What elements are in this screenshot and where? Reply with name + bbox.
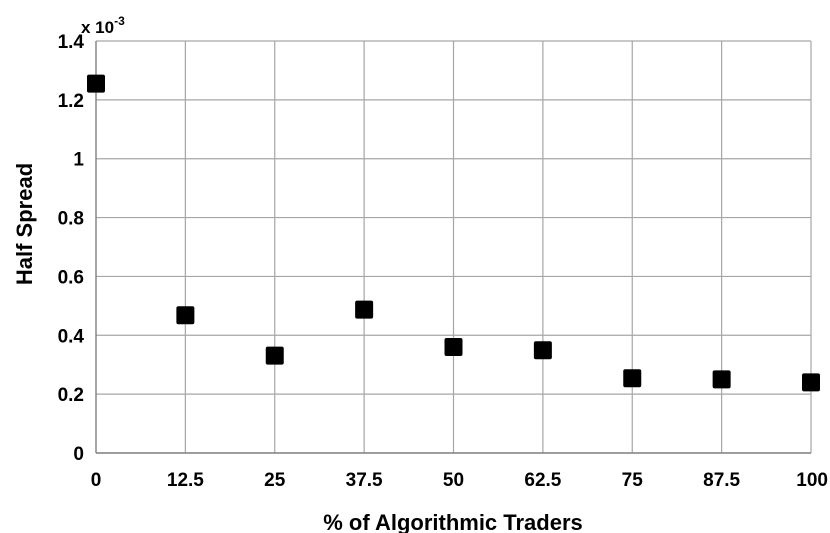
data-points	[87, 74, 820, 392]
y-tick-label: 0.6	[58, 267, 84, 288]
y-axis-title: Half Spread	[12, 163, 37, 285]
x-tick-label: 75	[622, 470, 644, 491]
data-point	[265, 346, 284, 365]
x-tick-label: 100	[796, 470, 828, 491]
x-tick-label: 0	[91, 470, 102, 491]
grid	[96, 40, 812, 453]
x-axis-title: % of Algorithmic Traders	[323, 510, 583, 533]
x-tick-label: 62.5	[524, 470, 561, 491]
x-tick-label: 12.5	[167, 470, 204, 491]
x-tick-label: 50	[443, 470, 464, 491]
x-tick-label: 25	[264, 470, 286, 491]
x-tick-label: 37.5	[346, 470, 383, 491]
data-point	[176, 306, 195, 325]
data-point	[355, 300, 374, 319]
multiplier-base: x 10	[81, 18, 114, 37]
data-point	[87, 74, 105, 93]
y-tick-label: 0.8	[58, 209, 84, 230]
y-tick-label: 1.2	[58, 91, 84, 112]
x-tick-labels: 0 12.5 25 37.5 50 62.5 75 87.5 100	[91, 470, 828, 491]
y-tick-labels: 0 0.2 0.4 0.6 0.8 1 1.2 1.4	[58, 32, 85, 465]
y-tick-label: 0.2	[58, 385, 84, 406]
y-tick-label: 1	[73, 150, 84, 171]
axes	[95, 41, 811, 454]
y-tick-label: 1.4	[58, 32, 85, 53]
y-axis-multiplier: x 10-3	[81, 14, 125, 37]
multiplier-exponent: -3	[114, 14, 125, 28]
data-point	[623, 369, 642, 388]
data-point	[444, 338, 463, 357]
y-tick-label: 0.4	[58, 326, 85, 347]
data-point	[802, 373, 820, 392]
data-point	[533, 341, 552, 360]
y-tick-label: 0	[73, 444, 84, 465]
x-tick-label: 87.5	[703, 470, 740, 491]
data-point	[712, 370, 731, 389]
